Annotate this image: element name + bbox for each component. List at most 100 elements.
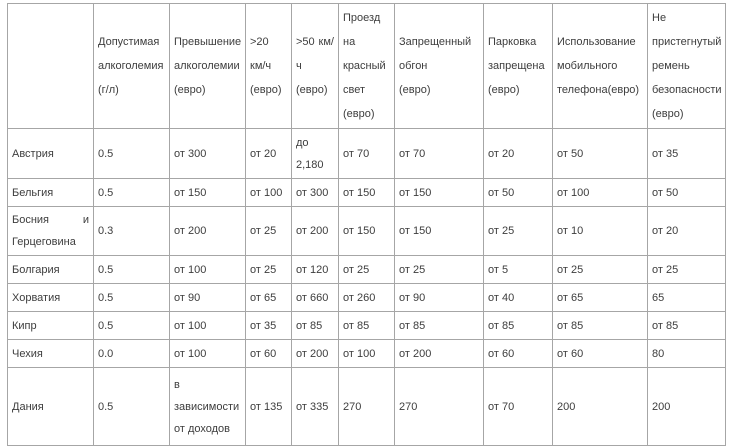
- fine-cell: от 90: [169, 283, 246, 312]
- column-header-alcohol-limit: Допустимая алкоголемия (г/л): [93, 3, 170, 129]
- fine-cell: от 100: [338, 339, 395, 368]
- fine-cell: от 70: [338, 128, 395, 179]
- fine-cell: 0.5: [93, 283, 170, 312]
- header-unit: (евро): [174, 84, 206, 96]
- fine-cell: от 85: [647, 311, 726, 340]
- fine-cell: от 35: [647, 128, 726, 179]
- country-cell: Дания: [7, 367, 94, 446]
- fine-cell: от 20: [245, 128, 292, 179]
- header-unit: (г/л): [98, 84, 119, 96]
- table-row-denmark: Дания 0.5 в зависимости от доходов от 13…: [7, 367, 726, 446]
- fine-cell: от 200: [291, 206, 339, 256]
- fine-cell: от 100: [245, 178, 292, 207]
- column-header-country: [7, 3, 94, 129]
- fine-cell: от 25: [552, 255, 648, 284]
- table-row-bosnia-herzegovina: Босния и Герцеговина 0.3 от 200 от 25 от…: [7, 206, 726, 256]
- table-row-czech-republic: Чехия 0.0 от 100 от 60 от 200 от 100 от …: [7, 339, 726, 368]
- fine-cell: 270: [338, 367, 395, 446]
- column-header-mobile-phone: Использование мобильного телефона(евро): [552, 3, 648, 129]
- fine-cell: от 90: [394, 283, 484, 312]
- fine-cell: от 5: [483, 255, 553, 284]
- column-header-red-light: Проезд на красный свет (евро): [338, 3, 395, 129]
- fine-cell: от 300: [169, 128, 246, 179]
- table-header-row: Допустимая алкоголемия (г/л) Превышение а…: [7, 3, 726, 129]
- header-label: Запрещенный обгон: [399, 36, 472, 72]
- fine-cell: от 25: [394, 255, 484, 284]
- fine-cell: от 25: [245, 206, 292, 256]
- fine-cell: от 25: [245, 255, 292, 284]
- fine-cell: от 65: [245, 283, 292, 312]
- fine-cell: от 150: [338, 178, 395, 207]
- fine-cell: от 85: [552, 311, 648, 340]
- fine-cell: до 2,180: [291, 128, 339, 179]
- table-row-belgium: Бельгия 0.5 от 150 от 100 от 300 от 150 …: [7, 178, 726, 207]
- country-cell: Кипр: [7, 311, 94, 340]
- fine-cell: от 60: [483, 339, 553, 368]
- country-cell: Болгария: [7, 255, 94, 284]
- fine-cell: от 120: [291, 255, 339, 284]
- fine-cell: от 25: [483, 206, 553, 256]
- header-unit: (евро): [488, 84, 520, 96]
- header-unit: (евро): [343, 108, 375, 120]
- fine-cell: от 50: [647, 178, 726, 207]
- fine-cell: от 50: [552, 128, 648, 179]
- fine-cell: 0.0: [93, 339, 170, 368]
- header-unit: (евро): [250, 84, 282, 96]
- fine-cell: от 35: [245, 311, 292, 340]
- fine-cell: от 85: [483, 311, 553, 340]
- country-cell: Австрия: [7, 128, 94, 179]
- fine-cell: от 25: [647, 255, 726, 284]
- fine-cell: от 40: [483, 283, 553, 312]
- fine-cell: от 200: [394, 339, 484, 368]
- fine-cell: 200: [647, 367, 726, 446]
- table-row-bulgaria: Болгария 0.5 от 100 от 25 от 120 от 25 о…: [7, 255, 726, 284]
- fine-cell: от 100: [552, 178, 648, 207]
- header-label: >50 км/ч: [296, 36, 334, 72]
- fine-cell: 0.3: [93, 206, 170, 256]
- fine-cell: от 50: [483, 178, 553, 207]
- fine-cell: от 100: [169, 255, 246, 284]
- header-label: Не пристегнутый ремень безопасности: [652, 12, 722, 96]
- column-header-seatbelt: Не пристегнутый ремень безопасности (евро…: [647, 3, 726, 129]
- fines-table: Допустимая алкоголемия (г/л) Превышение а…: [7, 3, 726, 446]
- fine-cell: от 85: [394, 311, 484, 340]
- fine-cell: от 60: [552, 339, 648, 368]
- fine-cell: от 150: [169, 178, 246, 207]
- table-row-cyprus: Кипр 0.5 от 100 от 35 от 85 от 85 от 85 …: [7, 311, 726, 340]
- header-unit: (евро): [399, 84, 431, 96]
- fine-cell: от 100: [169, 339, 246, 368]
- fine-cell: от 150: [394, 206, 484, 256]
- fine-cell: от 10: [552, 206, 648, 256]
- fine-cell: от 70: [394, 128, 484, 179]
- fine-cell: от 65: [552, 283, 648, 312]
- fine-cell: 80: [647, 339, 726, 368]
- fine-cell: от 100: [169, 311, 246, 340]
- fine-cell: от 135: [245, 367, 292, 446]
- fine-cell: от 660: [291, 283, 339, 312]
- column-header-alcohol-excess: Превышение алкоголемии (евро): [169, 3, 246, 129]
- fine-cell: 65: [647, 283, 726, 312]
- table-row-croatia: Хорватия 0.5 от 90 от 65 от 660 от 260 о…: [7, 283, 726, 312]
- fine-cell: от 85: [338, 311, 395, 340]
- fine-cell: от 70: [483, 367, 553, 446]
- country-cell: Хорватия: [7, 283, 94, 312]
- column-header-speed-50: >50 км/ч (евро): [291, 3, 339, 129]
- fine-cell: 0.5: [93, 311, 170, 340]
- country-cell: Бельгия: [7, 178, 94, 207]
- fine-cell: от 200: [291, 339, 339, 368]
- column-header-speed-20: >20 км/ч (евро): [245, 3, 292, 129]
- fine-cell: 0.5: [93, 255, 170, 284]
- fine-cell: 0.5: [93, 367, 170, 446]
- header-label: Допустимая алкоголемия: [98, 36, 164, 72]
- fine-cell: от 60: [245, 339, 292, 368]
- fine-cell: от 20: [483, 128, 553, 179]
- fine-cell: от 150: [394, 178, 484, 207]
- fine-cell: 200: [552, 367, 648, 446]
- fine-cell: 0.5: [93, 128, 170, 179]
- country-cell: Чехия: [7, 339, 94, 368]
- fine-cell: в зависимости от доходов: [169, 367, 246, 446]
- country-cell: Босния и Герцеговина: [7, 206, 94, 256]
- header-unit: (евро): [652, 108, 684, 120]
- fine-cell: от 20: [647, 206, 726, 256]
